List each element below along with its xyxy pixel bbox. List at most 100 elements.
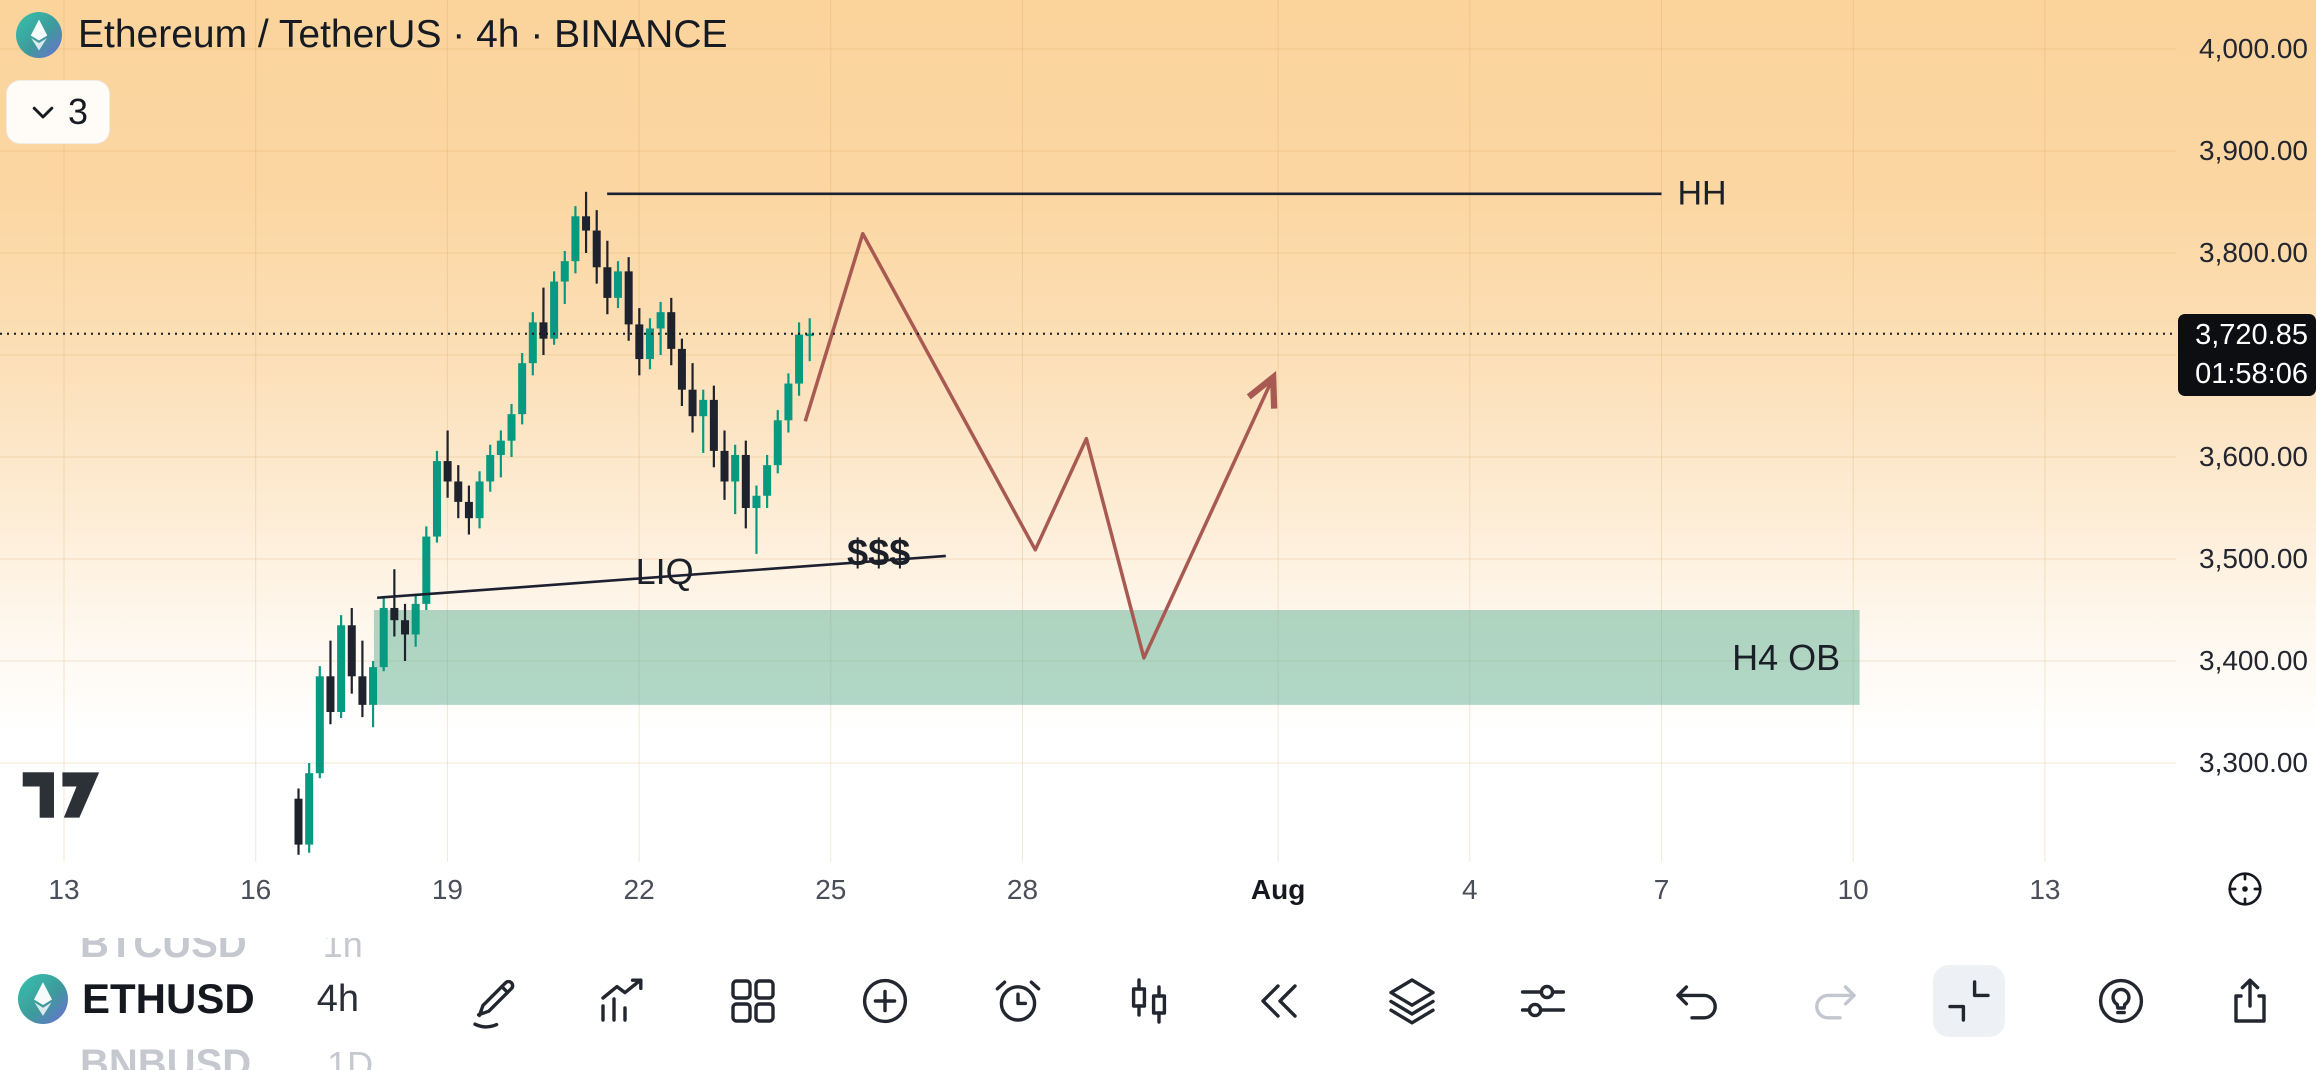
share-button[interactable] xyxy=(2214,965,2286,1037)
collapse-icon xyxy=(1948,980,1990,1022)
symbol-list-item-current[interactable]: ETHUSD 4h xyxy=(18,974,359,1024)
jump-to-realtime-button[interactable] xyxy=(2222,866,2268,912)
objects-tree-button[interactable]: 3 xyxy=(6,80,110,144)
liq-trendline[interactable] xyxy=(377,554,946,600)
time-axis-label: 16 xyxy=(240,874,272,905)
templates-icon xyxy=(731,979,775,1023)
candle xyxy=(624,257,633,341)
candle xyxy=(486,444,495,492)
objects-button[interactable] xyxy=(1376,965,1448,1037)
prev-symbol-interval: 1h xyxy=(322,938,363,965)
bottom-toolbar: BTCUSD 1h ETHUSD 4h BNBUSD 1D xyxy=(0,938,2316,1070)
interval-button[interactable]: 4h xyxy=(316,977,359,1020)
liquidity-money-label[interactable]: $$$ xyxy=(847,532,911,575)
symbol-title[interactable]: Ethereum / TetherUS · 4h · BINANCE xyxy=(78,13,728,56)
draw-icon xyxy=(473,979,515,1029)
candle xyxy=(763,454,772,508)
candle xyxy=(688,363,697,433)
candle xyxy=(369,661,378,728)
next-symbol-name: BNBUSD xyxy=(80,1042,252,1070)
candle xyxy=(390,569,399,637)
candle xyxy=(518,352,527,425)
ethereum-icon xyxy=(16,12,62,58)
share-icon xyxy=(2234,978,2266,1023)
candle xyxy=(528,312,537,376)
projection-path[interactable] xyxy=(803,231,1278,660)
time-axis-label: 4 xyxy=(1462,874,1478,905)
candle xyxy=(539,287,548,355)
undo-icon xyxy=(1676,985,1717,1020)
candle xyxy=(475,471,484,529)
indicators-icon xyxy=(601,978,643,1022)
order-block-label[interactable]: H4 OB xyxy=(1732,636,1841,678)
chart-canvas[interactable] xyxy=(0,0,2316,938)
candle xyxy=(731,444,740,515)
draw-button[interactable] xyxy=(459,965,531,1037)
candle-countdown: 01:58:06 xyxy=(2195,357,2308,390)
undo-button[interactable] xyxy=(1660,965,1732,1037)
chart-header: Ethereum / TetherUS · 4h · BINANCE xyxy=(16,12,728,58)
candle xyxy=(305,763,314,853)
price-axis-label: 3,400.00 xyxy=(2199,645,2308,676)
time-axis-label: 25 xyxy=(815,874,847,905)
candle xyxy=(337,615,346,719)
alert-icon xyxy=(995,980,1041,1022)
indicators-button[interactable] xyxy=(586,965,658,1037)
alert-button[interactable] xyxy=(982,965,1054,1037)
redo-button xyxy=(1800,965,1872,1037)
price-axis-label: 4,000.00 xyxy=(2199,33,2308,64)
settings-button[interactable] xyxy=(1507,965,1579,1037)
time-axis-label: 13 xyxy=(2029,874,2061,905)
time-axis[interactable]: 13 16 19 22 25 28 Aug 4 7 10 13 xyxy=(0,862,2316,938)
candle xyxy=(443,430,452,498)
chart-type-button[interactable] xyxy=(1113,965,1185,1037)
ideas-button[interactable] xyxy=(2085,965,2157,1037)
candle xyxy=(464,485,473,535)
candle xyxy=(454,465,463,519)
chevron-down-icon xyxy=(32,106,54,119)
time-axis-label: 7 xyxy=(1653,874,1670,905)
time-axis-label: 13 xyxy=(48,874,80,905)
replay-button[interactable] xyxy=(1243,965,1315,1037)
candle xyxy=(582,191,591,253)
symbol-list-item-prev[interactable]: BTCUSD 1h xyxy=(80,938,363,967)
ideas-icon xyxy=(2098,978,2144,1024)
candle xyxy=(773,410,782,474)
objects-count: 3 xyxy=(67,91,89,132)
order-block-zone[interactable] xyxy=(373,610,1860,705)
settings-icon xyxy=(1520,984,1566,1018)
templates-button[interactable] xyxy=(717,965,789,1037)
liq-label[interactable]: LIQ xyxy=(635,551,694,593)
symbol-list-item-next[interactable]: BNBUSD 1D xyxy=(80,1042,373,1070)
price-axis-label: 3,300.00 xyxy=(2199,747,2308,778)
time-axis-label: 28 xyxy=(1006,874,1039,905)
candle xyxy=(422,526,431,610)
target-icon xyxy=(2228,872,2262,906)
candle xyxy=(358,640,367,718)
price-axis[interactable]: 3,720.85 01:58:06 4,000.00 3,900.00 3,800.… xyxy=(2176,0,2316,870)
ethereum-icon xyxy=(18,974,68,1024)
chart-background xyxy=(0,0,2316,938)
price-axis-label: 3,600.00 xyxy=(2199,441,2308,472)
time-axis-label: 22 xyxy=(623,874,655,905)
next-symbol-interval: 1D xyxy=(327,1043,374,1070)
candle xyxy=(805,318,814,362)
add-icon xyxy=(862,978,908,1024)
candle xyxy=(645,318,654,370)
candle xyxy=(656,301,665,355)
candle xyxy=(571,206,580,274)
candle xyxy=(635,308,644,376)
candle xyxy=(315,666,324,779)
redo-icon xyxy=(1815,985,1856,1020)
candle xyxy=(560,250,569,304)
replay-icon xyxy=(1261,984,1297,1018)
hh-label[interactable]: HH xyxy=(1677,174,1727,213)
chart-type-icon xyxy=(1131,978,1167,1024)
candle xyxy=(709,385,718,468)
candle xyxy=(432,450,441,543)
candle xyxy=(720,430,729,500)
collapse-button[interactable] xyxy=(1933,965,2005,1037)
add-button[interactable] xyxy=(849,965,921,1037)
prev-symbol-name: BTCUSD xyxy=(80,938,247,966)
